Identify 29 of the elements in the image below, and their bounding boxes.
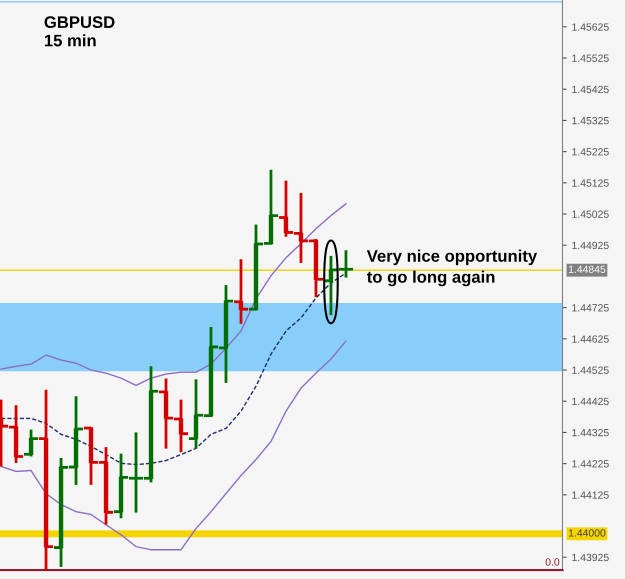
y-tick-label: 1.45225 [572,148,609,156]
candlestick [234,258,248,326]
text: 0.0 [546,558,560,566]
line-series [0,203,347,386]
y-tick-label: 1.44925 [572,242,609,250]
y-tick-label: 1.45525 [572,54,609,62]
text: GBPUSD [44,16,114,28]
y-tick-label: 1.44125 [572,491,609,499]
candlestick [38,388,54,570]
y-tick-label: 1.44225 [572,460,609,468]
y-tick-label: 1.44325 [572,428,609,436]
y-tick-label: 1.45425 [572,86,609,94]
ref-line-label: 1.44000 [568,529,606,537]
y-tick-label: 1.44625 [572,335,609,343]
line-series [0,340,347,550]
y-tick-label: 1.44425 [572,398,609,406]
y-tick-label: 1.45625 [572,23,609,31]
y-tick-label: 1.44525 [572,366,609,374]
y-tick-label: 1.44725 [572,304,609,312]
candlestick [338,248,354,280]
y-tick-label: 1.45125 [572,179,609,187]
text: Very nice opportunity to go long again [366,250,538,286]
line-series [0,272,347,466]
y-tick-label: 1.45025 [572,210,609,218]
y-tick-label: 1.45325 [572,116,609,124]
ref-line-label: 1.44845 [568,266,606,273]
text: 15 min [44,34,96,46]
candlestick [24,428,38,458]
y-tick-label: 1.43925 [572,554,609,562]
